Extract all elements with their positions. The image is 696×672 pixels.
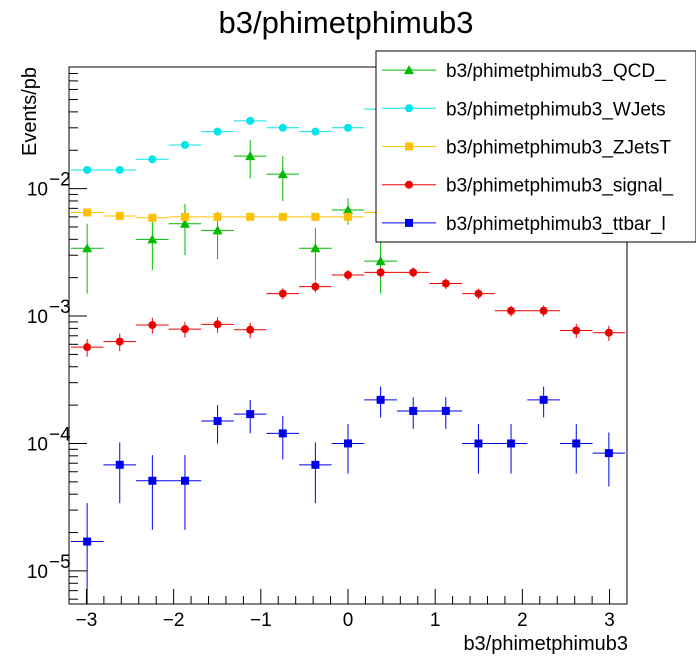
data-point (604, 328, 613, 337)
data-point (115, 165, 124, 174)
x-tick-label: −1 (250, 610, 272, 631)
legend-marker (404, 65, 414, 75)
y-tick-label: 10 (27, 562, 48, 583)
data-point (147, 234, 158, 244)
data-point (180, 212, 189, 221)
x-tick-label: −2 (163, 610, 185, 631)
data-point (344, 123, 352, 132)
legend: b3/phimetphimub3_QCD_ b3/phimetphimub3_WJ… (375, 50, 696, 243)
data-point (572, 439, 581, 448)
data-point (277, 169, 288, 179)
data-point (441, 279, 450, 288)
legend-marker (405, 142, 413, 151)
x-axis-label: b3/phimetphimub3 (463, 633, 628, 655)
data-point (180, 140, 189, 149)
data-point (278, 212, 287, 221)
data-point (311, 282, 320, 291)
x-tick-label: 0 (343, 610, 354, 631)
data-point (212, 225, 223, 235)
data-layer (70, 105, 626, 604)
x-tick-label: −3 (76, 610, 98, 631)
x-tick-label: 2 (517, 610, 528, 631)
data-point (148, 476, 157, 485)
data-point (180, 476, 189, 485)
data-point (376, 395, 385, 404)
data-point (344, 270, 352, 279)
data-point (441, 406, 450, 415)
y-tick-label: 10 (27, 180, 48, 201)
data-point (148, 321, 157, 330)
data-point (180, 325, 189, 334)
data-point (246, 116, 255, 125)
legend-marker (405, 180, 413, 189)
y-tick-label: 10 (27, 307, 48, 328)
data-point (539, 395, 548, 404)
data-point (474, 439, 483, 448)
legend-entry: b3/phimetphimub3_WJets (446, 99, 666, 120)
series-b3/phimetphimub3_signal_ (70, 267, 626, 357)
data-point (83, 208, 92, 217)
data-point (375, 256, 386, 266)
data-point (82, 243, 93, 253)
data-point (148, 155, 157, 164)
data-point (507, 439, 516, 448)
y-axis-label: Events/pb (19, 67, 41, 156)
legend-entry: b3/phimetphimub3_QCD_ (446, 61, 666, 82)
data-point (83, 343, 92, 352)
data-point (344, 439, 352, 448)
x-tick-label: 1 (430, 610, 441, 631)
data-point (507, 306, 516, 315)
data-point (376, 268, 385, 277)
data-point (310, 243, 321, 253)
y-tick-exponent: −3 (49, 297, 71, 318)
chart-title: b3/phimetphimub3 (218, 5, 473, 40)
data-point (311, 460, 320, 469)
series-b3/phimetphimub3_QCD_ (70, 140, 397, 294)
data-point (83, 165, 92, 174)
data-point (409, 406, 418, 415)
legend-entry: b3/phimetphimub3_signal_ (446, 176, 674, 197)
data-point (344, 212, 352, 221)
data-point (148, 213, 157, 222)
data-point (409, 268, 418, 277)
legend-entry: b3/phimetphimub3_ttbar_l (446, 214, 666, 235)
data-point (572, 326, 581, 335)
x-tick-label: 3 (604, 610, 615, 631)
data-point (311, 127, 320, 136)
series-b3/phimetphimub3_ttbar_l (70, 386, 626, 604)
legend-marker (405, 218, 413, 227)
data-point (115, 337, 124, 346)
data-point (115, 211, 124, 220)
y-tick-label: 10 (27, 434, 48, 455)
y-tick-exponent: −5 (49, 552, 71, 573)
data-point (213, 417, 222, 426)
data-point (343, 204, 353, 214)
data-point (246, 212, 255, 221)
data-point (539, 306, 548, 315)
data-point (213, 212, 222, 221)
data-point (278, 289, 287, 298)
axes-layer: −3 −2 −1 0 1 2 310−510−410−310−2 (27, 66, 615, 631)
data-point (246, 325, 255, 334)
series-b3/phimetphimub3_WJets (70, 105, 430, 174)
data-point (278, 429, 287, 438)
data-point (213, 127, 222, 136)
data-point (115, 460, 124, 469)
data-point (474, 289, 483, 298)
legend-entry: b3/phimetphimub3_ZJetsT (446, 138, 671, 159)
data-point (278, 123, 287, 132)
data-point (246, 410, 255, 419)
data-point (213, 320, 222, 329)
data-point (179, 218, 190, 228)
y-tick-exponent: −2 (49, 170, 71, 191)
data-point (83, 537, 92, 546)
data-point (311, 212, 320, 221)
legend-marker (405, 104, 413, 113)
data-point (245, 151, 256, 161)
data-point (604, 449, 613, 458)
y-tick-exponent: −4 (49, 424, 71, 445)
